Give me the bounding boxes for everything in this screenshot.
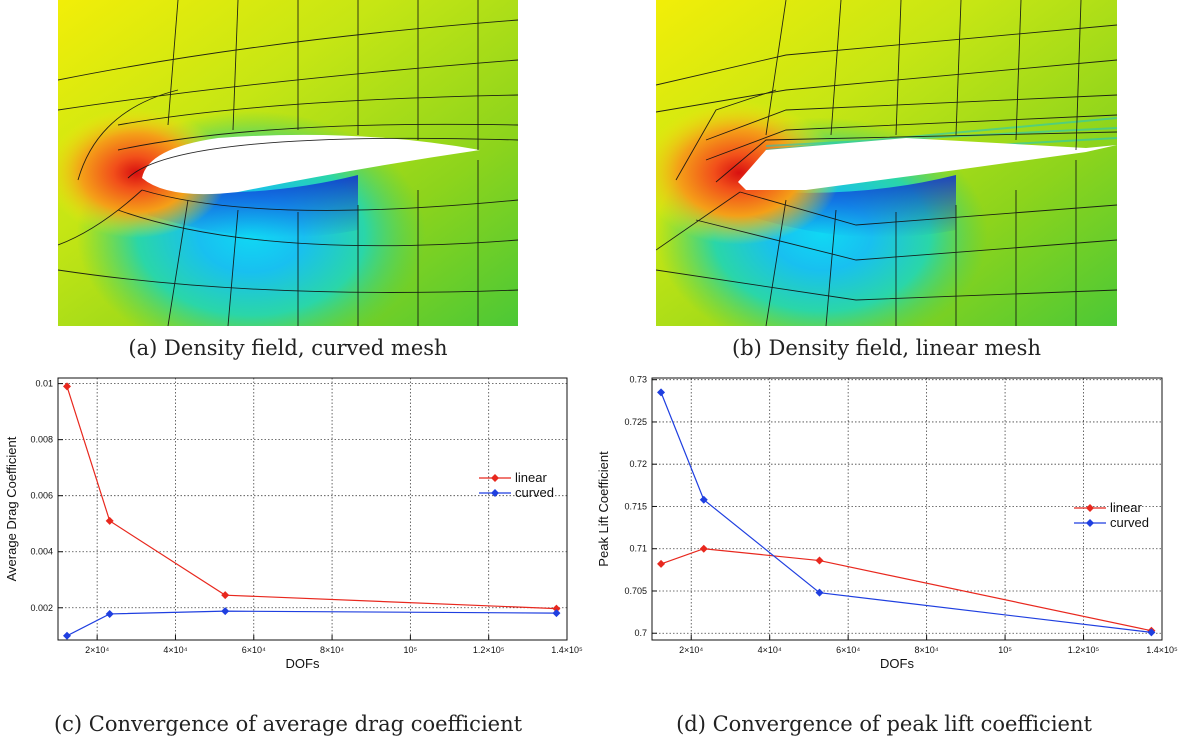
plot-frame: [651, 377, 1163, 641]
caption-a: (a) Density field, curved mesh: [128, 336, 448, 360]
data-point-curved: [105, 609, 114, 618]
data-point-curved: [63, 631, 72, 640]
x-tick-label: 10⁵: [404, 645, 418, 655]
x-axis-label: DOFs: [286, 656, 320, 671]
data-point-curved: [815, 588, 824, 597]
legend-entry-curved: curved: [1074, 515, 1149, 530]
y-tick-label: 0.7: [634, 628, 647, 638]
y-tick-label: 0.72: [629, 459, 647, 469]
y-tick-label: 0.006: [30, 491, 53, 501]
data-point-linear: [815, 556, 824, 565]
x-tick-label: 1.4×10⁵: [1146, 645, 1178, 655]
lift-coefficient-chart: 2×10⁴ 4×10⁴ 6×10⁴ 8×10⁴ 10⁵ 1.2×10⁵ 1.4×10⁵ 0.7…: [596, 375, 1178, 671]
y-tick-label: 0.73: [629, 375, 647, 385]
data-point-curved: [1147, 628, 1156, 637]
plot-frame: [57, 377, 568, 641]
data-point-linear: [657, 559, 666, 568]
y-tick-label: 0.008: [30, 435, 53, 445]
y-tick-label: 0.002: [30, 603, 53, 613]
x-tick-label: 4×10⁴: [758, 645, 782, 655]
y-tick-label: 0.715: [624, 501, 647, 511]
x-tick-label: 4×10⁴: [163, 645, 187, 655]
y-axis-label: Average Drag Coefficient: [4, 436, 19, 581]
density-field-linear-mesh-image: [656, 0, 1117, 326]
x-tick-label: 8×10⁴: [320, 645, 344, 655]
data-point-linear: [221, 591, 230, 600]
x-tick-label: 10⁵: [998, 645, 1012, 655]
x-tick-label: 1.2×10⁵: [473, 645, 505, 655]
legend-entry-linear: linear: [1074, 500, 1142, 515]
legend-entry-curved: curved: [479, 485, 554, 500]
x-tick-label: 2×10⁴: [679, 645, 703, 655]
data-point-linear: [105, 516, 114, 525]
series-line-curved: [660, 392, 1152, 633]
data-point-curved: [657, 388, 666, 397]
y-tick-label: 0.004: [30, 547, 53, 557]
legend-label: linear: [1110, 500, 1142, 515]
y-axis-label: Peak Lift Coefficient: [596, 451, 611, 567]
series-line-linear: [660, 548, 1152, 632]
legend-label: linear: [515, 470, 547, 485]
data-point-curved: [552, 609, 561, 618]
data-point-linear: [63, 382, 72, 391]
data-point-curved: [221, 607, 230, 616]
legend-marker: [491, 474, 499, 482]
legend-label: curved: [1110, 515, 1149, 530]
data-point-linear: [552, 604, 561, 613]
drag-coefficient-chart: 2×10⁴ 4×10⁴ 6×10⁴ 8×10⁴ 10⁵ 1.2×10⁵ 1.4×10⁵ 0.0…: [4, 377, 583, 671]
x-tick-label: 1.4×10⁵: [551, 645, 583, 655]
caption-b: (b) Density field, linear mesh: [732, 336, 1041, 360]
legend-marker: [1086, 519, 1094, 527]
y-tick-label: 0.01: [35, 379, 53, 389]
legend-marker: [1086, 504, 1094, 512]
x-axis-label: DOFs: [880, 656, 914, 671]
y-tick-label: 0.705: [624, 586, 647, 596]
caption-c: (c) Convergence of average drag coeffici…: [53, 712, 523, 736]
caption-d: (d) Convergence of peak lift coefficient: [676, 712, 1092, 736]
x-tick-label: 8×10⁴: [915, 645, 939, 655]
legend-label: curved: [515, 485, 554, 500]
density-field-curved-mesh-image: [58, 0, 518, 326]
series-line-linear: [66, 386, 557, 610]
data-point-linear: [699, 544, 708, 553]
x-tick-label: 6×10⁴: [836, 645, 860, 655]
x-tick-label: 1.2×10⁵: [1068, 645, 1100, 655]
y-tick-label: 0.725: [624, 417, 647, 427]
y-tick-label: 0.71: [629, 544, 647, 554]
legend-entry-linear: linear: [479, 470, 547, 485]
x-tick-label: 6×10⁴: [242, 645, 266, 655]
series-line-curved: [66, 610, 557, 637]
legend-marker: [491, 489, 499, 497]
x-tick-label: 2×10⁴: [85, 645, 109, 655]
